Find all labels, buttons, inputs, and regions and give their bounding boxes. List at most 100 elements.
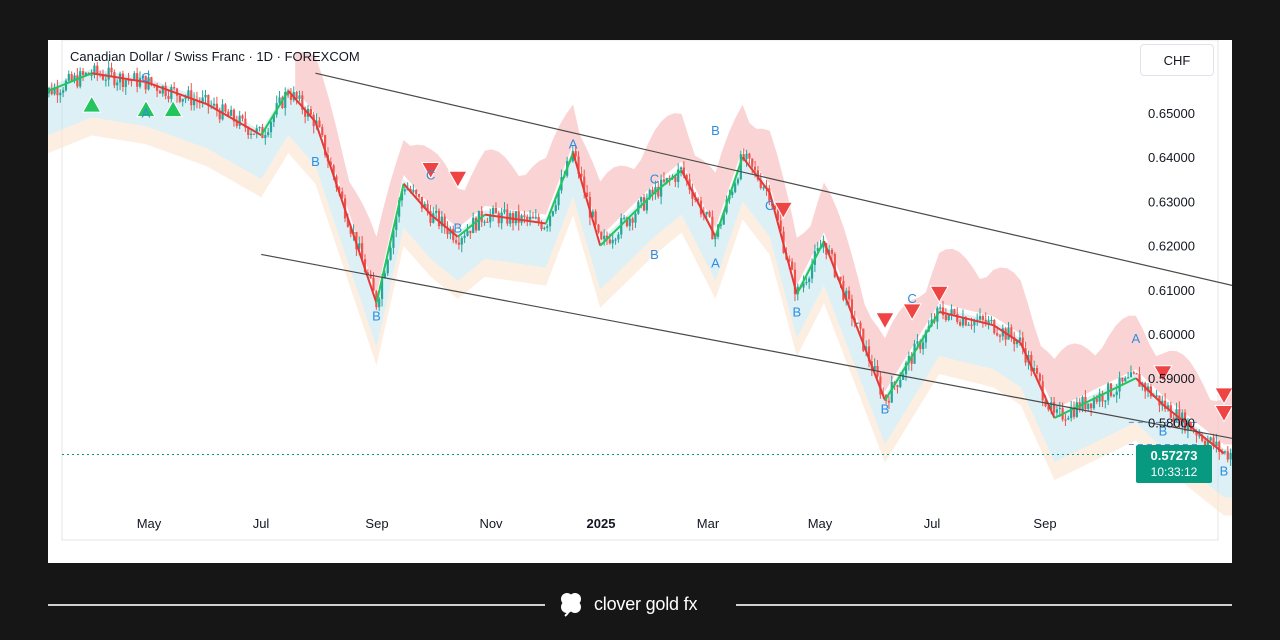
candle-body: [193, 99, 196, 106]
candle-body: [494, 207, 498, 214]
candle-body: [113, 72, 116, 86]
candle-body: [158, 90, 162, 94]
candle-body: [278, 97, 281, 104]
zigzag-segment: [992, 324, 1022, 344]
candle-body: [412, 189, 415, 192]
candle-body: [207, 94, 210, 106]
candle-body: [272, 114, 275, 122]
candle-body: [318, 120, 321, 128]
candle-body: [215, 103, 218, 111]
candle-body: [941, 307, 945, 316]
candle-body: [1172, 417, 1175, 422]
candle-body: [916, 341, 919, 344]
candle-body: [1092, 398, 1096, 409]
candle-body: [1075, 402, 1078, 417]
candle-body: [640, 197, 643, 202]
candle-body: [711, 216, 714, 240]
candle-body: [463, 235, 466, 239]
candle-body: [665, 178, 668, 182]
candle-body: [1095, 398, 1098, 402]
candle-body: [1223, 451, 1227, 453]
candle-body: [984, 319, 987, 324]
candle-body: [739, 154, 742, 180]
candle-body: [967, 324, 970, 326]
candle-body: [708, 211, 711, 217]
price-chart[interactable]: A B B B A B A B B B A B B C C C C C 0.65000 0.64000 0.63000 0…: [48, 40, 1232, 563]
candle-body: [1070, 407, 1073, 419]
candle-body: [1166, 405, 1170, 409]
candle-body: [947, 314, 950, 321]
candle-body: [332, 165, 335, 177]
candle-body: [443, 216, 446, 228]
y-tick-label: 0.65000: [1148, 106, 1195, 121]
candle-body: [423, 203, 426, 209]
candle-body: [110, 67, 113, 73]
candle-body: [141, 75, 144, 79]
candle-body: [286, 92, 290, 96]
candle-body: [523, 215, 526, 217]
candle-body: [543, 227, 546, 230]
candle-body: [173, 87, 176, 89]
candle-body: [1087, 403, 1090, 409]
candle-body: [944, 315, 947, 321]
x-tick-label: Sep: [1033, 516, 1056, 531]
wave-label: B: [311, 154, 320, 169]
candle-body: [398, 200, 401, 217]
zigzag-segment: [260, 90, 290, 136]
candle-body: [349, 226, 352, 234]
candle-body: [90, 74, 93, 77]
candle-body: [546, 226, 549, 228]
candle-body: [258, 127, 261, 129]
candle-body: [1035, 368, 1039, 374]
candle-body: [284, 92, 287, 108]
candle-body: [1064, 419, 1067, 421]
candle-body: [816, 247, 819, 252]
zigzag-segment: [457, 213, 486, 238]
candle-body: [540, 222, 543, 230]
candle-body: [1098, 393, 1101, 402]
candle-body: [751, 158, 754, 167]
candle-body: [810, 264, 814, 279]
chart-frame[interactable]: A B B B A B A B B B A B B C C C C C 0.65000 0.64000 0.63000 0…: [48, 40, 1232, 563]
candle-body: [580, 173, 583, 177]
candle-body: [426, 203, 429, 212]
currency-button[interactable]: CHF: [1140, 44, 1214, 76]
candle-body: [907, 355, 910, 363]
last-price-tag: 0.57273 10:33:12: [1136, 445, 1212, 483]
candle-body: [953, 309, 956, 315]
buy-signal-triangle: [163, 99, 183, 118]
candle-body: [1155, 395, 1158, 397]
zigzag-segment: [1108, 377, 1137, 393]
candle-body: [150, 77, 153, 85]
candle-body: [1121, 377, 1124, 382]
candle-body: [446, 227, 449, 235]
candle-body: [594, 211, 597, 225]
candle-body: [924, 331, 928, 343]
candle-body: [734, 183, 737, 193]
wave-label: C: [141, 70, 150, 85]
zigzag-segment: [314, 121, 378, 304]
buy-signal-triangle: [136, 99, 156, 118]
candle-body: [389, 247, 392, 260]
candle-body: [517, 211, 520, 223]
candle-body: [679, 167, 683, 170]
sell-signal-triangle: [420, 161, 441, 180]
candle-body: [341, 191, 344, 199]
candle-body: [133, 73, 136, 81]
candle-body: [1212, 437, 1215, 447]
candle-body: [981, 316, 984, 320]
candle-body: [662, 179, 666, 182]
candle-body: [805, 282, 808, 284]
candle-body: [392, 230, 395, 248]
candle-body: [873, 366, 876, 371]
candle-body: [138, 78, 142, 87]
candle-body: [486, 221, 489, 223]
candle-body: [890, 382, 893, 403]
candle-body: [62, 90, 65, 93]
candle-body: [457, 242, 461, 245]
candle-body: [1198, 435, 1201, 437]
candle-body: [437, 210, 441, 227]
candle-body: [383, 273, 386, 279]
channel-lower-line: [261, 253, 1232, 439]
zigzag-segment: [572, 152, 602, 246]
